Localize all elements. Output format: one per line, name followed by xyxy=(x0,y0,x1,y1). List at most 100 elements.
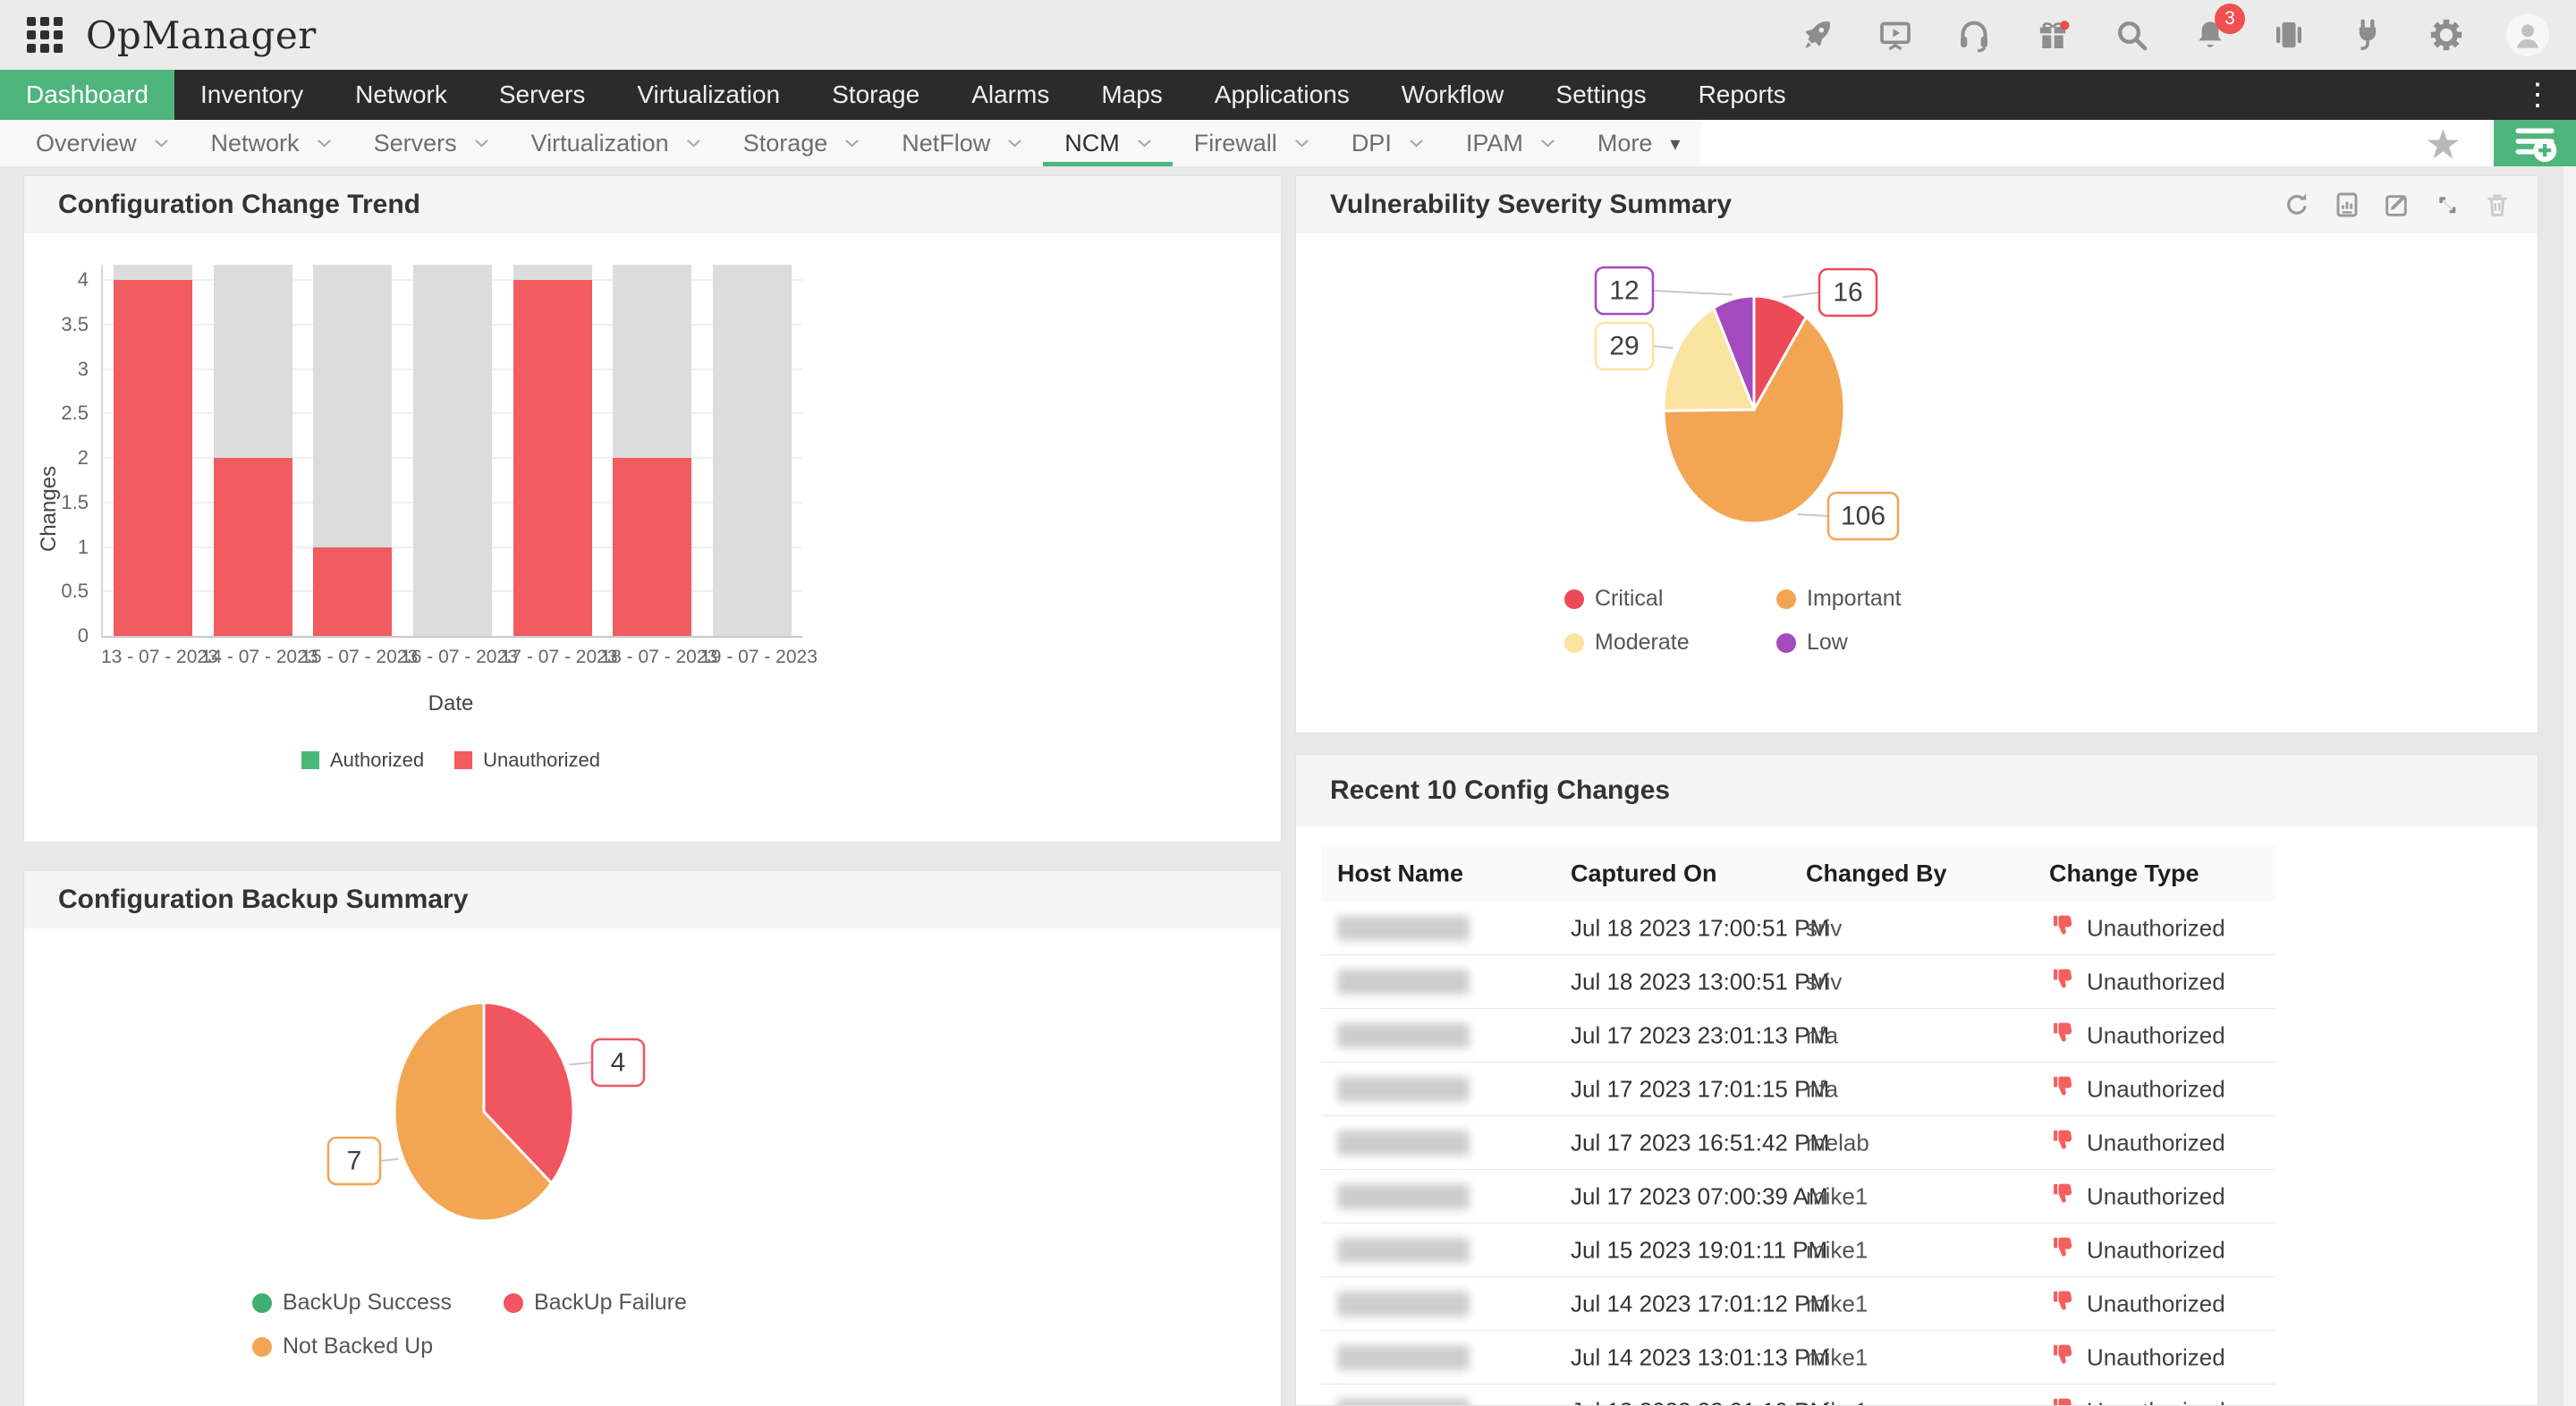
table-row[interactable]: Jul 17 2023 23:01:13 PM nfa Unauthorized xyxy=(1321,1009,2276,1063)
panel-title-text: Configuration Change Trend xyxy=(58,190,420,219)
legend-item-moderate[interactable]: Moderate xyxy=(1564,630,1776,656)
subtab-servers[interactable]: Servers xyxy=(352,120,510,167)
bar-15-07-2023[interactable] xyxy=(302,265,402,636)
main-nav: Dashboard Inventory Network Servers Virtuali… xyxy=(0,70,2576,120)
dashboard-subnav: Overview Network Servers Virtualization Stor… xyxy=(0,120,2576,168)
pie-slice-backup-failure[interactable] xyxy=(482,1001,575,1186)
bar-19-07-2023[interactable] xyxy=(702,265,802,636)
bar-segment-unauthorized[interactable] xyxy=(213,458,292,636)
table-row[interactable]: Jul 17 2023 16:51:42 PM melab Unauthorized xyxy=(1321,1116,2276,1170)
nav-item-workflow[interactable]: Workflow xyxy=(1401,80,1504,108)
bar-segment-unauthorized[interactable] xyxy=(513,280,592,636)
host-name-redacted xyxy=(1337,1076,1470,1102)
thumbs-down-icon xyxy=(2049,1394,2076,1405)
subtab-netflow[interactable]: NetFlow xyxy=(880,120,1043,167)
pie-slice-not-backed-up[interactable] xyxy=(393,1001,554,1223)
nav-item-servers[interactable]: Servers xyxy=(498,80,586,108)
nav-item-virtualization[interactable]: Virtualization xyxy=(637,80,781,108)
subtab-label: Virtualization xyxy=(530,130,669,157)
settings-gear-icon[interactable] xyxy=(2428,16,2465,54)
x-tick-label: 19 - 07 - 2023 xyxy=(700,647,818,667)
subtab-ipam[interactable]: IPAM xyxy=(1445,120,1576,167)
legend-item-critical[interactable]: Critical xyxy=(1564,586,1776,612)
table-body: Jul 18 2023 17:00:51 PM sriv Unauthorized J… xyxy=(1321,902,2276,1405)
pie-slice-important[interactable] xyxy=(1662,315,1846,525)
star-icon[interactable]: ★ xyxy=(2424,120,2462,167)
nav-item-applications[interactable]: Applications xyxy=(1214,80,1350,108)
notifications-bell-icon[interactable]: 3 xyxy=(2191,4,2245,54)
bar-segment-unauthorized[interactable] xyxy=(114,280,192,636)
legend-item-unauthorized[interactable]: Unauthorized xyxy=(454,749,600,772)
chevron-down-icon xyxy=(1008,140,1021,148)
table-row[interactable]: Jul 15 2023 19:01:11 PM mike1 Unauthorized xyxy=(1321,1224,2276,1277)
nav-item-maps[interactable]: Maps xyxy=(1101,80,1163,108)
table-row[interactable]: Jul 18 2023 13:00:51 PM sriv Unauthorized xyxy=(1321,955,2276,1009)
bar-segment-unauthorized[interactable] xyxy=(613,458,692,636)
whats-new-gift-icon[interactable] xyxy=(2034,16,2072,54)
host-name-redacted xyxy=(1337,915,1470,941)
legend-item-important[interactable]: Important xyxy=(1776,586,1902,612)
change-type-cell: Unauthorized xyxy=(2049,911,2225,944)
nav-item-storage[interactable]: Storage xyxy=(832,80,920,108)
add-widget-button[interactable] xyxy=(2494,120,2576,167)
support-headset-icon[interactable] xyxy=(1955,16,1993,54)
nav-item-dashboard[interactable]: Dashboard xyxy=(0,70,174,120)
nav-item-inventory[interactable]: Inventory xyxy=(199,80,304,108)
global-search-icon[interactable] xyxy=(2113,16,2150,54)
y-tick-label: 0 xyxy=(77,624,89,647)
table-row[interactable]: Jul 17 2023 07:00:39 AM mike1 Unauthorized xyxy=(1321,1170,2276,1224)
change-type-cell: Unauthorized xyxy=(2049,1072,2225,1105)
vertical-scrollbar[interactable] xyxy=(2563,166,2576,1406)
legend-swatch xyxy=(1564,632,1584,653)
delete-icon[interactable] xyxy=(2482,190,2512,220)
bar-17-07-2023[interactable] xyxy=(503,265,603,636)
change-type-label: Unauthorized xyxy=(2087,1397,2225,1405)
table-row[interactable]: Jul 18 2023 17:00:51 PM sriv Unauthorized xyxy=(1321,902,2276,955)
mobile-apps-icon[interactable] xyxy=(2270,16,2308,54)
subtab-firewall[interactable]: Firewall xyxy=(1173,120,1330,167)
pie-slice-low[interactable] xyxy=(1712,294,1756,411)
subtab-virtualization[interactable]: Virtualization xyxy=(510,120,722,167)
app-grid-icon[interactable] xyxy=(27,17,63,53)
report-icon[interactable] xyxy=(2332,190,2362,220)
launch-rocket-icon[interactable] xyxy=(1798,16,1835,54)
nav-item-reports[interactable]: Reports xyxy=(1698,80,1786,108)
changed-by-cell: nfa xyxy=(1806,1021,1839,1048)
pie-slice-moderate[interactable] xyxy=(1662,306,1757,412)
bar-13-07-2023[interactable] xyxy=(103,265,203,636)
legend-item-low[interactable]: Low xyxy=(1776,630,1902,656)
table-row[interactable]: Jul 14 2023 17:01:12 PM mike1 Unauthorized xyxy=(1321,1277,2276,1331)
refresh-icon[interactable] xyxy=(2282,190,2312,220)
widget-toolbar xyxy=(2282,176,2512,233)
legend-item-authorized[interactable]: Authorized xyxy=(301,749,424,772)
subtab-more[interactable]: More ▾ xyxy=(1576,120,1702,167)
nav-item-network[interactable]: Network xyxy=(355,80,447,108)
nav-item-alarms[interactable]: Alarms xyxy=(971,80,1050,108)
bar-16-07-2023[interactable] xyxy=(402,265,503,636)
user-avatar[interactable] xyxy=(2506,13,2549,56)
subtab-ncm[interactable]: NCM xyxy=(1043,120,1173,167)
nav-item-settings[interactable]: Settings xyxy=(1555,80,1647,108)
legend-item-backup-failure[interactable]: BackUp Failure xyxy=(504,1290,687,1316)
subtab-overview[interactable]: Overview xyxy=(14,120,190,167)
subtab-network[interactable]: Network xyxy=(190,120,352,167)
move-icon[interactable] xyxy=(2432,190,2462,220)
bar-14-07-2023[interactable] xyxy=(203,265,303,636)
legend-label: BackUp Success xyxy=(283,1290,452,1315)
y-tick-label: 2.5 xyxy=(61,402,89,425)
subtab-storage[interactable]: Storage xyxy=(722,120,881,167)
subtab-dpi[interactable]: DPI xyxy=(1330,120,1445,167)
integrations-plug-icon[interactable] xyxy=(2349,16,2386,54)
edit-icon[interactable] xyxy=(2382,190,2412,220)
kebab-menu-icon[interactable]: ⋮ xyxy=(2522,78,2553,112)
table-row[interactable]: Jul 17 2023 17:01:15 PM nfa Unauthorized xyxy=(1321,1063,2276,1116)
table-row[interactable]: Jul 14 2023 13:01:13 PM mike1 Unauthorized xyxy=(1321,1331,2276,1385)
demo-player-icon[interactable] xyxy=(1877,16,1914,54)
legend-item-not-backed-up[interactable]: Not Backed Up xyxy=(252,1334,504,1359)
bar-18-07-2023[interactable] xyxy=(602,265,702,636)
bar-segment-unauthorized[interactable] xyxy=(313,546,393,636)
legend-item-backup-success[interactable]: BackUp Success xyxy=(252,1290,504,1316)
change-type-label: Unauthorized xyxy=(2087,914,2225,941)
x-axis-labels: 13 - 07 - 2023 14 - 07 - 2023 15 - 07 - 20… xyxy=(101,647,818,668)
